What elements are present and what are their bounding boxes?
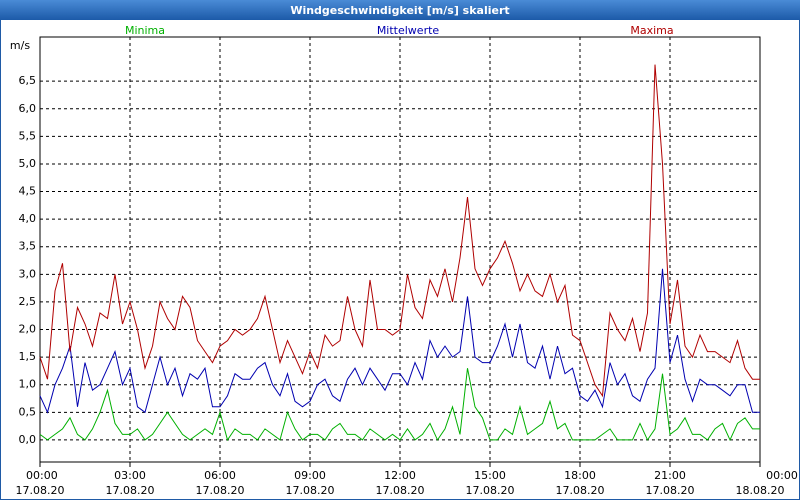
y-tick-label: 1,0: [19, 378, 37, 391]
legend-label: Mittelwerte: [377, 24, 440, 37]
y-tick-label: 4,0: [19, 212, 37, 225]
chart-title: Windgeschwindigkeit [m/s] skaliert: [290, 4, 509, 17]
x-tick-date: 17.08.20: [16, 484, 65, 497]
x-tick-label: 15:00: [474, 469, 506, 482]
x-tick-date: 17.08.20: [556, 484, 605, 497]
x-tick-date: 17.08.20: [106, 484, 155, 497]
x-tick-label: 21:00: [654, 469, 686, 482]
y-tick-label: 6,0: [19, 102, 37, 115]
legend-label: Minima: [125, 24, 165, 37]
series-line: [39, 268, 760, 414]
series-line: [39, 368, 760, 442]
y-tick-label: 2,0: [19, 323, 37, 336]
x-tick-label: 00:00: [766, 469, 798, 482]
y-tick-label: 3,5: [19, 240, 37, 253]
title-bar: [0, 0, 800, 20]
y-tick-label: 0,0: [19, 433, 37, 446]
x-tick-label: 12:00: [384, 469, 416, 482]
x-tick-date: 17.08.20: [646, 484, 695, 497]
x-tick-date: 17.08.20: [286, 484, 335, 497]
y-tick-label: 4,5: [19, 185, 37, 198]
series-line: [39, 64, 760, 398]
x-tick-date: 17.08.20: [376, 484, 425, 497]
y-tick-label: 5,5: [19, 129, 37, 142]
x-tick-label: 09:00: [294, 469, 326, 482]
y-tick-label: 2,5: [19, 295, 37, 308]
x-tick-date: 17.08.20: [466, 484, 515, 497]
legend-label: Maxima: [630, 24, 673, 37]
y-axis-label: m/s: [10, 39, 30, 52]
y-tick-label: 1,5: [19, 350, 37, 363]
y-tick-label: 0,5: [19, 405, 37, 418]
x-tick-label: 03:00: [114, 469, 146, 482]
x-tick-label: 18:00: [564, 469, 596, 482]
x-tick-label: 00:00: [26, 469, 58, 482]
x-tick-date: 18.08.20: [736, 484, 785, 497]
x-tick-label: 06:00: [204, 469, 236, 482]
y-tick-label: 6,5: [19, 74, 37, 87]
y-tick-label: 3,0: [19, 267, 37, 280]
x-tick-date: 17.08.20: [196, 484, 245, 497]
y-tick-label: 5,0: [19, 157, 37, 170]
